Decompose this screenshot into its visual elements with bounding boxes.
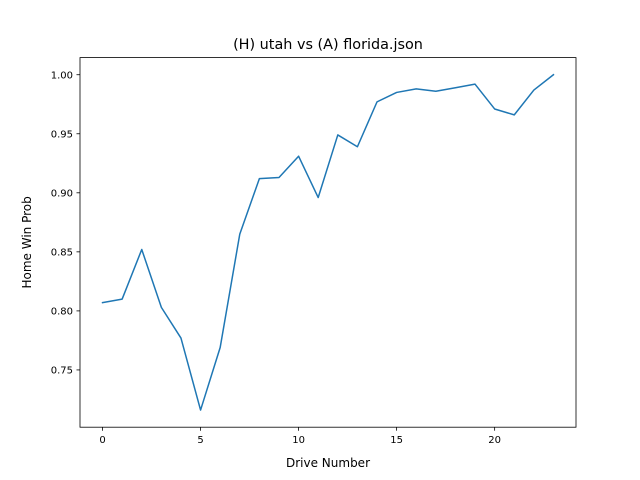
- plot-area: 0 5 10 15 20 0.75 0.80 0.85 0.90 0.95 1.00: [51, 57, 577, 446]
- series-line-0: [101, 73, 555, 411]
- y-axis-label: Home Win Prob: [20, 196, 34, 288]
- x-tick-label: 20: [488, 435, 501, 446]
- axes-frame: [79, 57, 577, 428]
- x-axis-label: Drive Number: [286, 456, 370, 470]
- y-tick-label: 0.85: [51, 247, 73, 258]
- chart-title: (H) utah vs (A) florida.json: [233, 37, 423, 53]
- x-tick-label: 0: [99, 435, 105, 446]
- x-tick-label: 10: [292, 435, 305, 446]
- x-tick-label: 5: [197, 435, 203, 446]
- y-tick-label: 0.80: [51, 306, 73, 317]
- y-tick-label: 0.90: [51, 188, 73, 199]
- y-tick-label: 1.00: [51, 70, 73, 81]
- y-tick-label: 0.75: [51, 366, 73, 377]
- y-tick-label: 0.95: [51, 129, 73, 140]
- x-tick-label: 15: [390, 435, 403, 446]
